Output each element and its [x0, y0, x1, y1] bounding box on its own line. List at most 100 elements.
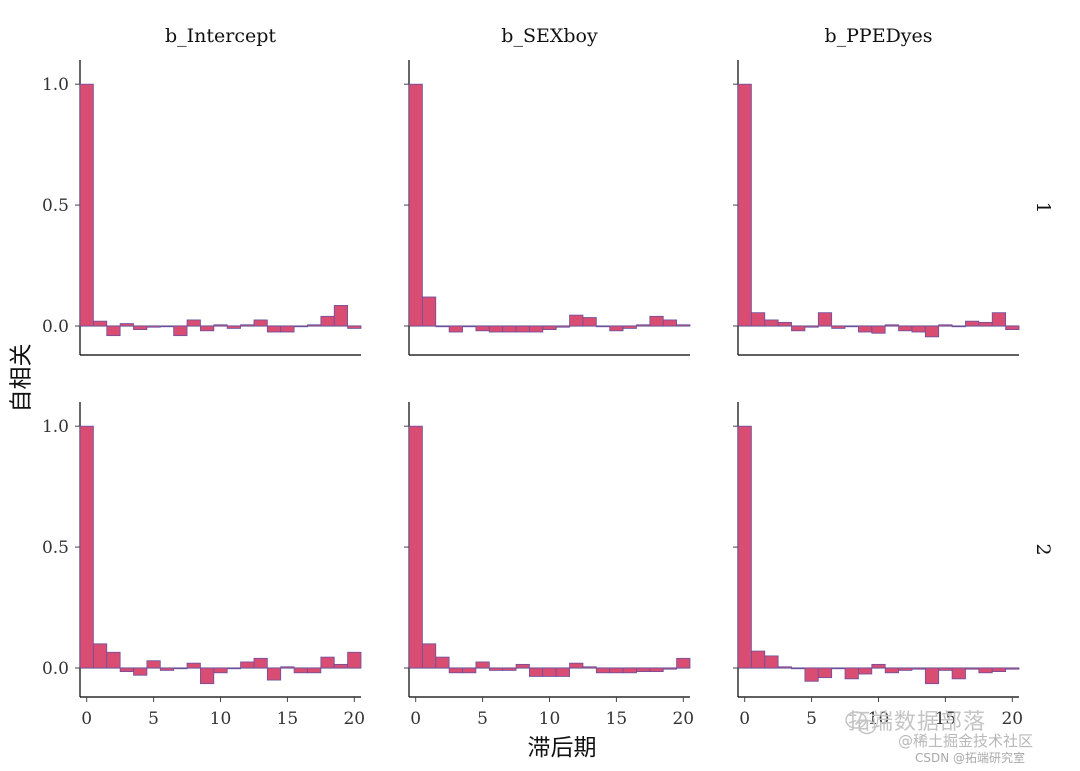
facet-row-label: 2	[1032, 543, 1054, 555]
acf-bar-lag-6	[159, 325, 175, 328]
acf-bar-lag-17	[307, 324, 322, 327]
acf-bar-lag-0	[737, 425, 752, 669]
acf-bar-lag-12	[569, 662, 584, 669]
x-tick-label: 15	[606, 709, 628, 729]
x-tick-label: 10	[539, 709, 561, 729]
acf-bar-lag-18	[649, 315, 664, 327]
y-tick-label: 0.5	[42, 538, 69, 558]
acf-bar-lag-4	[133, 325, 148, 331]
acf-bar-lag-12	[898, 667, 913, 671]
acf-bar-lag-20	[347, 651, 362, 669]
acf-bar-lag-3	[119, 667, 134, 673]
acf-bar-lag-5	[475, 661, 490, 669]
acf-bar-lag-3	[448, 667, 463, 674]
x-tick-label: 0	[410, 709, 421, 729]
acf-bar-lag-1	[750, 650, 766, 669]
acf-bar-lag-0	[408, 425, 423, 669]
facet-row-label: 1	[1032, 201, 1054, 213]
acf-bar-lag-3	[777, 321, 792, 327]
acf-bar-lag-4	[462, 667, 477, 674]
acf-bar-lag-18	[649, 667, 664, 673]
acf-bar-lag-5	[146, 660, 161, 669]
wechat-bubble-small	[858, 719, 876, 735]
x-tick-label: 0	[81, 709, 92, 729]
acf-bar-lag-17	[636, 324, 651, 327]
acf-bar-lag-5	[804, 325, 819, 328]
acf-bar-lag-20	[347, 325, 362, 329]
acf-bar-lag-9	[529, 325, 544, 333]
acf-bar-lag-9	[858, 325, 873, 333]
x-tick-label: 0	[739, 709, 750, 729]
acf-bar-lag-2	[106, 651, 121, 669]
acf-bar-lag-9	[200, 667, 215, 685]
x-tick-label: 10	[210, 709, 232, 729]
acf-bar-lag-16	[293, 325, 308, 328]
acf-bar-lag-5	[804, 667, 819, 682]
acf-bar-lag-10	[871, 663, 886, 669]
acf-bar-lag-6	[159, 667, 175, 671]
acf-bar-lag-0	[79, 83, 94, 327]
acf-bar-lag-3	[777, 666, 792, 669]
acf-bar-lag-12	[240, 324, 255, 327]
watermark-csdn: CSDN @拓端研究室	[915, 751, 1026, 765]
x-tick-label: 20	[343, 709, 365, 729]
acf-bar-lag-7	[831, 325, 846, 329]
acf-bar-lag-16	[951, 667, 966, 680]
acf-bar-lag-7	[173, 667, 188, 670]
acf-bar-lag-20	[1005, 667, 1020, 670]
acf-bar-lag-8	[844, 325, 859, 328]
acf-bar-lag-19	[662, 319, 678, 327]
acf-bar-lag-17	[636, 667, 651, 673]
acf-bar-lag-12	[898, 325, 913, 332]
acf-bar-lag-16	[293, 667, 308, 674]
acf-bar-lag-1	[92, 320, 108, 327]
acf-bar-lag-2	[764, 655, 779, 669]
panel-b_SEXboy-row-1: b_SEXboy	[404, 25, 691, 356]
acf-bar-lag-4	[791, 667, 806, 670]
acf-bar-lag-17	[965, 667, 980, 670]
acf-bar-lag-16	[622, 667, 637, 674]
acf-bar-lag-10	[542, 325, 557, 331]
acf-bar-lag-10	[542, 667, 557, 677]
acf-bar-lag-18	[320, 656, 335, 669]
facet-column-title: b_PPEDyes	[824, 25, 932, 47]
acf-bar-lag-16	[951, 325, 966, 328]
acf-bar-lag-20	[1005, 325, 1020, 331]
acf-bar-lag-14	[924, 325, 940, 338]
acf-bar-lag-9	[200, 325, 215, 332]
acf-bar-lag-14	[266, 325, 282, 333]
acf-bar-lag-7	[502, 325, 517, 333]
wechat-watermark-icon	[845, 711, 876, 735]
x-axis-title: 滞后期	[528, 735, 597, 761]
watermark-brand: 拓端数据部落	[848, 710, 987, 735]
acf-bar-lag-15	[280, 666, 295, 669]
y-tick-label: 0.5	[42, 196, 69, 216]
acf-bar-lag-10	[213, 324, 228, 327]
acf-bar-lag-3	[119, 323, 134, 327]
acf-bar-lag-1	[421, 296, 437, 327]
acf-bar-lag-4	[791, 325, 806, 332]
acf-bar-lag-12	[569, 314, 584, 327]
acf-bar-lag-5	[146, 325, 161, 328]
y-tick-label: 1.0	[42, 417, 69, 437]
acf-bar-lag-7	[502, 667, 517, 671]
acf-bar-lag-6	[488, 667, 504, 671]
x-tick-label: 15	[935, 709, 957, 729]
facet-column-title: b_SEXboy	[501, 25, 598, 47]
facet-column-title: b_Intercept	[165, 25, 276, 47]
acf-bar-lag-10	[871, 325, 886, 334]
acf-bar-lag-2	[764, 319, 779, 327]
x-tick-label: 20	[1001, 709, 1023, 729]
acf-bar-lag-1	[750, 312, 766, 327]
acf-bar-lag-8	[515, 325, 530, 333]
y-tick-label: 0.0	[42, 317, 69, 337]
acf-bar-lag-6	[817, 312, 833, 327]
acf-bar-lag-11	[555, 325, 570, 328]
acf-bar-lag-10	[213, 667, 228, 674]
acf-bar-lag-0	[737, 83, 752, 327]
acf-bar-lag-15	[938, 324, 953, 327]
acf-bar-lag-13	[911, 667, 926, 670]
acf-bar-lag-11	[555, 667, 570, 677]
acf-bar-lag-4	[462, 325, 477, 328]
x-tick-label: 15	[277, 709, 299, 729]
